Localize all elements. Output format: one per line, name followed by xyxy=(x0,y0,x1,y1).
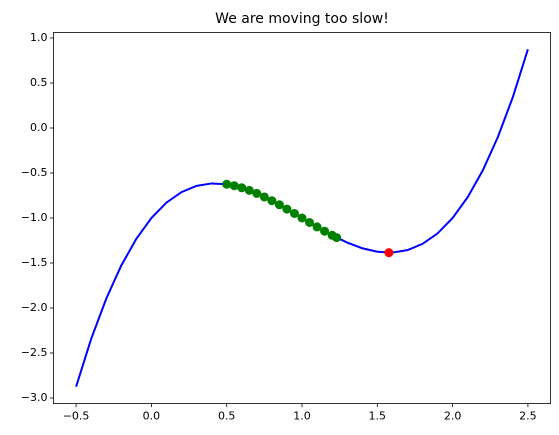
point xyxy=(297,213,307,223)
point xyxy=(252,188,262,198)
point xyxy=(305,217,315,227)
y-tick-label: −3.0 xyxy=(21,391,48,404)
x-tick-label: 1.0 xyxy=(293,410,311,423)
y-tick-label: −2.5 xyxy=(21,346,48,359)
x-tick-label: 2.0 xyxy=(444,410,462,423)
point xyxy=(222,179,232,189)
x-tick-label: 0.5 xyxy=(218,410,236,423)
point xyxy=(289,209,299,219)
point xyxy=(332,233,342,243)
y-tick-label: −1.0 xyxy=(21,211,48,224)
point xyxy=(282,204,292,214)
point xyxy=(267,196,277,206)
point xyxy=(244,185,254,195)
y-tick-label: −1.5 xyxy=(21,256,48,269)
point xyxy=(229,181,239,191)
point xyxy=(274,200,284,210)
point xyxy=(320,226,330,236)
y-tick-label: −2.0 xyxy=(21,301,48,314)
point xyxy=(384,248,394,258)
point xyxy=(312,222,322,232)
y-tick-label: −0.5 xyxy=(21,166,48,179)
x-tick-label: 2.5 xyxy=(519,410,537,423)
chart-title: We are moving too slow! xyxy=(215,11,389,27)
y-tick-label: 0.5 xyxy=(30,76,48,89)
point xyxy=(259,192,269,202)
x-tick-label: −0.5 xyxy=(63,410,90,423)
point xyxy=(237,183,247,193)
y-tick-label: 0.0 xyxy=(30,121,48,134)
y-tick-label: 1.0 xyxy=(30,31,48,44)
x-tick-label: 1.5 xyxy=(369,410,387,423)
x-tick-label: 0.0 xyxy=(143,410,161,423)
